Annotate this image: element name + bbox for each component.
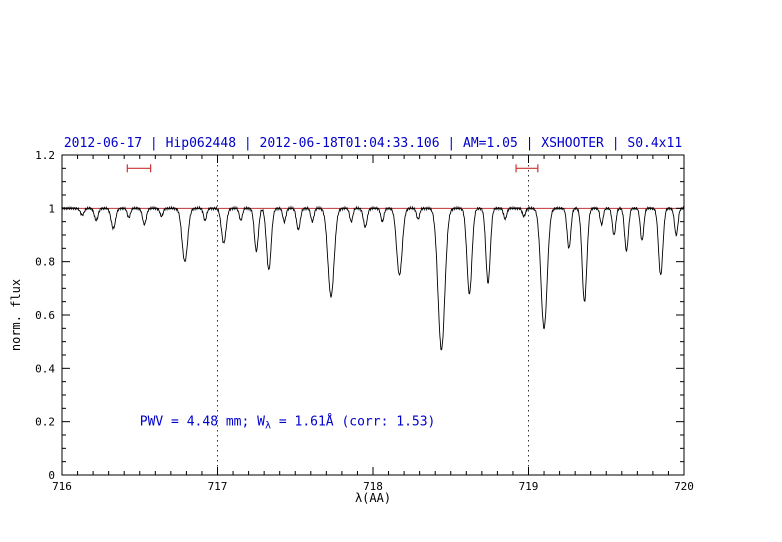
range-marker <box>126 164 152 173</box>
y-tick-label: 1 <box>48 202 55 215</box>
spectrum-line <box>61 205 685 351</box>
y-tick-label: 0.6 <box>35 309 55 322</box>
axis-ticks <box>61 154 685 476</box>
plot-title: 2012-06-17 | Hip062448 | 2012-06-18T01:0… <box>64 136 682 151</box>
y-axis-label: norm. flux <box>9 279 23 351</box>
pwv-annotation-suffix: = 1.61Å (corr: 1.53) <box>271 414 435 430</box>
pwv-annotation-prefix: PWV = 4.48 mm; W <box>140 415 265 430</box>
x-tick-label: 720 <box>674 480 694 493</box>
y-tick-label: 0.4 <box>35 362 55 375</box>
x-axis-label: λ(AA) <box>355 491 391 505</box>
plot-layer: 716 717 718 719 720 0 0.2 0.4 0.6 0.8 1 1.2 <box>35 149 694 493</box>
x-tick-label: 718 <box>363 480 383 493</box>
y-tick-label: 0.8 <box>35 256 55 269</box>
y-tick-label: 0 <box>48 469 55 482</box>
y-tick-label: 1.2 <box>35 149 55 162</box>
x-tick-label: 719 <box>519 480 539 493</box>
x-tick-label: 717 <box>208 480 228 493</box>
pwv-annotation: PWV = 4.48 mm; Wλ = 1.61Å (corr: 1.53) <box>140 414 436 432</box>
range-marker <box>515 164 539 173</box>
x-tick-label: 716 <box>52 480 72 493</box>
pwv-annotation-subscript: λ <box>265 421 271 432</box>
y-tick-label: 0.2 <box>35 416 55 429</box>
